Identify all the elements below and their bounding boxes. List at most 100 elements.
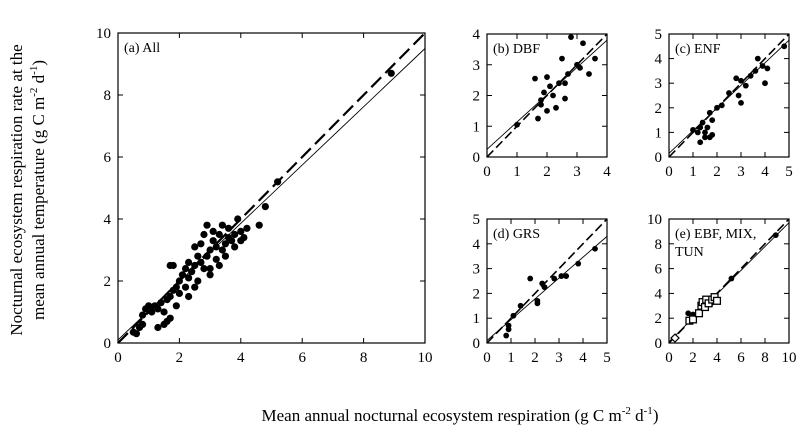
dbf-point — [580, 40, 586, 47]
panel-all: 0 2 4 6 8 10 0 2 4 6 8 10 (a) All — [96, 26, 433, 366]
ebf-mix-tun-xtick-label: 10 — [782, 350, 797, 366]
dbf-xtick-label: 3 — [573, 164, 581, 180]
all-point — [138, 311, 147, 319]
ebf-mix-tun-xtick-label: 4 — [713, 350, 721, 366]
grs-ytick-label: 1 — [473, 311, 481, 327]
ebf-mix-tun-point — [772, 232, 779, 239]
ebf-mix-tun-point — [728, 275, 735, 282]
grs-point — [592, 245, 598, 252]
all-point — [175, 289, 183, 297]
all-xtick-label: 6 — [298, 350, 306, 366]
grs-point — [558, 273, 565, 279]
enf-xtick-label: 5 — [785, 164, 793, 180]
grs-point — [527, 275, 534, 282]
all-ytick-label: 4 — [104, 212, 112, 228]
dbf-point — [553, 104, 559, 111]
enf-point — [702, 129, 708, 136]
dbf-point — [562, 95, 568, 102]
all-point — [185, 292, 193, 301]
dbf-xtick-label: 4 — [603, 164, 611, 180]
dbf-xtick-label: 0 — [483, 164, 491, 180]
grs-point — [551, 275, 558, 282]
grs-xtick-label: 4 — [579, 350, 587, 366]
dbf-point — [538, 101, 544, 108]
all-point — [234, 215, 242, 223]
all-point — [200, 230, 208, 239]
enf-point — [762, 80, 768, 87]
all-point — [212, 243, 220, 251]
grs-ytick-label: 0 — [473, 336, 481, 352]
dbf-ytick-label: 1 — [473, 119, 481, 135]
ebf-mix-tun-point-square — [688, 315, 698, 324]
grs-xtick-label: 1 — [507, 350, 515, 366]
dbf-point — [568, 34, 574, 40]
grs-ytick-label: 2 — [473, 286, 481, 302]
all-point — [221, 240, 230, 248]
all-point — [185, 258, 193, 266]
dbf-point — [565, 71, 571, 77]
all-point — [191, 283, 199, 291]
enf-point — [697, 139, 704, 146]
dbf-ytick-label: 3 — [473, 58, 481, 74]
dbf-one-to-one-line — [486, 33, 608, 158]
enf-xtick-label: 1 — [689, 164, 697, 180]
ebf-mix-tun-title-line2: TUN — [675, 245, 704, 260]
dbf-point — [544, 107, 550, 114]
enf-frame — [668, 33, 790, 158]
all-point — [157, 299, 165, 307]
all-point — [172, 302, 180, 310]
ebf-mix-tun-ytick-label: 6 — [655, 262, 663, 278]
all-point — [191, 261, 199, 270]
grs-frame — [486, 218, 608, 344]
all-xtick-label: 4 — [237, 350, 245, 366]
ebf-mix-tun-ytick-label: 8 — [655, 237, 663, 253]
dbf-point — [514, 121, 520, 128]
dbf-point — [532, 75, 538, 82]
dbf-ytick-label: 4 — [473, 27, 481, 43]
all-point — [221, 252, 230, 260]
all-point — [255, 221, 263, 229]
ebf-mix-tun-ytick-label: 0 — [655, 336, 663, 352]
enf-point — [694, 129, 701, 136]
dbf-point — [562, 80, 568, 87]
dbf-ytick-label: 0 — [473, 150, 481, 166]
enf-point — [733, 75, 740, 82]
all-point — [237, 227, 245, 235]
all-point — [215, 261, 223, 270]
all-point — [209, 237, 217, 245]
all-point — [191, 243, 199, 251]
grs-ytick-label: 4 — [473, 237, 481, 253]
dbf-title: (b) DBF — [493, 42, 540, 57]
figure-ylabel: Nocturnal ecosystem respiration rate at … — [7, 44, 48, 335]
all-point — [209, 227, 217, 235]
dbf-xtick-label: 1 — [513, 164, 521, 180]
figure-ylabel-line2: mean annual temperature (g C m-2 d-1) — [28, 60, 48, 320]
all-point — [148, 308, 156, 316]
enf-point — [735, 92, 742, 99]
enf-point — [709, 131, 716, 138]
all-point — [181, 265, 190, 273]
dbf-regression-line — [486, 39, 608, 150]
grs-title: (d) GRS — [493, 227, 540, 242]
enf-ytick-label: 2 — [655, 101, 663, 117]
all-point — [166, 292, 174, 301]
all-title: (a) All — [124, 41, 160, 56]
all-point — [227, 237, 236, 245]
all-ytick-label: 2 — [104, 274, 112, 290]
enf-point — [714, 104, 720, 111]
grs-point — [575, 260, 582, 267]
all-point — [240, 234, 248, 242]
all-xtick-label: 0 — [114, 350, 122, 366]
all-point — [206, 271, 214, 279]
all-point — [169, 261, 177, 270]
ebf-mix-tun-xtick-label: 8 — [761, 350, 769, 366]
all-point — [188, 268, 196, 276]
enf-point — [759, 63, 766, 69]
enf-point — [764, 65, 771, 72]
grs-point — [534, 300, 541, 307]
ebf-mix-tun-ytick-label: 10 — [647, 212, 662, 228]
all-point — [261, 203, 269, 211]
ebf-mix-tun-ytick-label: 4 — [655, 286, 663, 302]
dbf-xtick-label: 2 — [543, 164, 551, 180]
